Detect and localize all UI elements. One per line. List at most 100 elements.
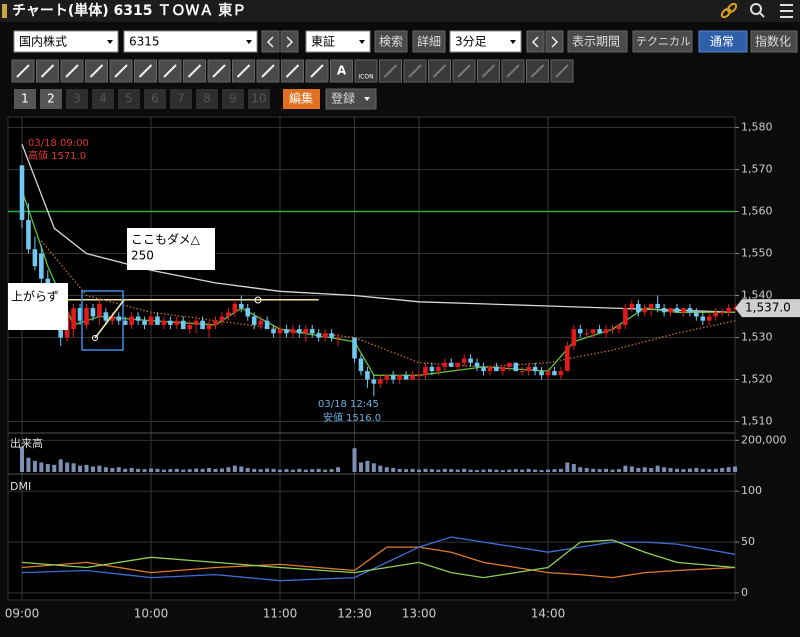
tool-button[interactable] xyxy=(526,59,549,83)
tab[interactable]: 5 xyxy=(118,89,140,109)
tab[interactable]: 2 xyxy=(40,89,62,109)
x-tick-label: 13:00 xyxy=(402,607,437,621)
volume-bar xyxy=(252,468,257,472)
tool-button[interactable] xyxy=(183,59,206,83)
edit-button[interactable]: 編集 xyxy=(283,89,320,109)
next-period-button[interactable] xyxy=(545,30,564,53)
tool-button[interactable] xyxy=(109,59,133,83)
tab-bg xyxy=(222,89,244,109)
candle-body xyxy=(636,303,641,313)
candle-body xyxy=(616,324,622,330)
tab[interactable]: 6 xyxy=(144,89,166,109)
volume-bar xyxy=(297,468,302,472)
dmi-title: DMI xyxy=(10,480,31,493)
candle-body xyxy=(206,324,212,330)
tool-bg xyxy=(354,59,378,83)
tool-button[interactable] xyxy=(11,59,35,83)
tab[interactable]: 4 xyxy=(92,89,114,109)
register-text: 登録 xyxy=(331,91,355,106)
volume-bar xyxy=(591,468,596,472)
volume-bar xyxy=(181,469,186,472)
interval-select[interactable]: 3分足 xyxy=(449,30,522,53)
technical-button[interactable]: テクニカル xyxy=(632,30,693,53)
volume-bar xyxy=(417,469,421,472)
tool-glyph xyxy=(16,64,30,78)
tool-button[interactable] xyxy=(403,59,427,83)
tool-button[interactable] xyxy=(158,59,182,83)
tab[interactable]: 7 xyxy=(170,89,192,109)
menu-icon[interactable] xyxy=(780,4,793,18)
volume-bar xyxy=(668,468,673,472)
tab[interactable]: 1 xyxy=(14,89,36,109)
prev-period-button[interactable] xyxy=(526,30,545,53)
tool-button[interactable] xyxy=(36,59,59,83)
technical-text: テクニカル xyxy=(636,35,691,48)
tool-button[interactable] xyxy=(60,59,84,83)
tab-bg xyxy=(92,89,114,109)
volume-bar xyxy=(449,469,454,472)
candle-body xyxy=(442,362,448,367)
y-tick-label: 1,550 xyxy=(741,247,773,260)
next-button[interactable] xyxy=(280,30,299,53)
candle-body xyxy=(694,312,699,317)
candle-body xyxy=(726,308,731,313)
tab[interactable]: 9 xyxy=(222,89,244,109)
candle-body xyxy=(648,303,654,309)
tool-button[interactable] xyxy=(452,59,476,83)
search-icon[interactable] xyxy=(750,3,765,18)
volume-bar xyxy=(194,468,199,472)
tab-bg xyxy=(144,89,166,109)
candle-body xyxy=(309,329,315,334)
tool-button[interactable] xyxy=(207,59,231,83)
volume-bar xyxy=(200,468,205,472)
y-tick-label: 1,540 xyxy=(741,289,773,302)
normal-button[interactable]: 通常 xyxy=(698,30,748,53)
prev-button[interactable] xyxy=(261,30,280,53)
tool-button[interactable] xyxy=(428,59,451,83)
tab[interactable]: 10 xyxy=(248,89,270,109)
period-button[interactable]: 表示期間 xyxy=(567,30,628,53)
tool-glyph xyxy=(65,64,79,78)
volume-bar xyxy=(329,469,334,472)
market-select[interactable]: 国内株式 xyxy=(13,30,119,53)
tool-button[interactable] xyxy=(134,59,157,83)
search-button[interactable]: 検索 xyxy=(374,30,408,53)
tab[interactable]: 3 xyxy=(66,89,88,109)
marker xyxy=(254,296,262,304)
tool-button[interactable] xyxy=(379,59,402,83)
tool-button[interactable] xyxy=(85,59,108,83)
tool-button[interactable]: A xyxy=(330,59,353,83)
volume-bar xyxy=(578,467,583,472)
link-icon[interactable] xyxy=(720,2,738,19)
tool-button[interactable] xyxy=(281,59,304,83)
register-button[interactable]: 登録 xyxy=(325,88,377,110)
tool-button[interactable] xyxy=(550,59,574,83)
tool-bg xyxy=(330,59,353,83)
tool-button[interactable] xyxy=(305,59,329,83)
volume-bar xyxy=(565,462,570,472)
detail-button[interactable]: 詳細 xyxy=(412,30,446,53)
tool-glyph xyxy=(40,64,55,78)
y-tick-label: 1,520 xyxy=(741,373,773,386)
tab-bg xyxy=(66,89,88,109)
tool-button[interactable] xyxy=(256,59,280,83)
tab[interactable]: 8 xyxy=(196,89,218,109)
candle-body xyxy=(148,316,154,325)
line xyxy=(21,144,736,313)
tool-button[interactable] xyxy=(501,59,525,83)
tool-button[interactable] xyxy=(232,59,255,83)
candle-body xyxy=(410,375,415,380)
tool-button[interactable]: ICON xyxy=(354,59,378,83)
exchange-select[interactable]: 東証 xyxy=(305,30,371,53)
candle-body xyxy=(358,358,364,372)
code-select[interactable]: 6315 xyxy=(123,30,258,53)
candle-body xyxy=(519,371,525,373)
volume-bar xyxy=(303,469,308,472)
candle-body xyxy=(494,366,499,372)
index-button[interactable]: 指数化 xyxy=(750,30,798,53)
candle-body xyxy=(629,303,635,309)
tool-button[interactable] xyxy=(477,59,500,83)
candle-body xyxy=(303,329,309,334)
volume-bar xyxy=(207,468,212,472)
candle-body xyxy=(577,329,583,334)
